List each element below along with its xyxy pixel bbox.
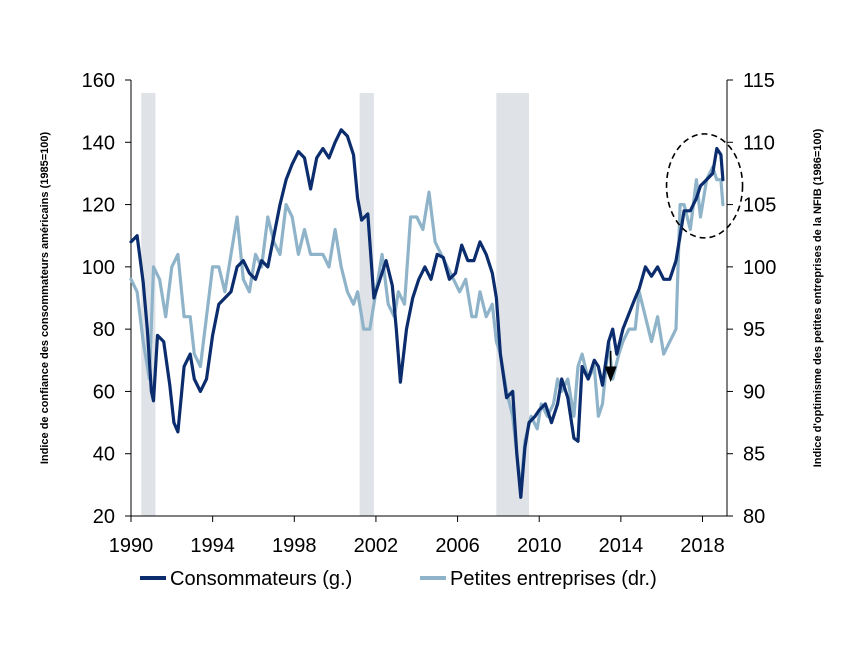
right-tick-label: 110 — [743, 132, 775, 154]
right-tick-label: 105 — [743, 195, 776, 217]
annotations — [604, 133, 744, 383]
recession-band — [141, 93, 156, 516]
down-arrow-icon — [604, 350, 617, 383]
right-axis-ticks: 80 85 90 95 100 105 110 115 — [727, 70, 776, 528]
x-tick-label: 2006 — [435, 535, 480, 557]
right-tick-label: 100 — [743, 257, 776, 279]
right-tick-label: 80 — [743, 506, 765, 528]
left-axis-ticks: 20 40 60 80 100 120 140 160 — [82, 70, 131, 528]
left-tick-label: 160 — [82, 70, 115, 92]
series-lines — [129, 128, 725, 499]
recession-band — [359, 93, 374, 516]
legend-label-small-business: Petites entreprises (dr.) — [450, 568, 657, 590]
highlight-ellipse — [665, 133, 744, 239]
axes — [130, 80, 728, 517]
left-axis-title: Indice de confiance des consommateurs am… — [39, 132, 51, 465]
left-tick-label: 140 — [82, 132, 115, 154]
series-line-consumers — [129, 128, 725, 499]
series-line-small-business — [129, 165, 725, 493]
left-tick-label: 120 — [82, 195, 115, 217]
x-tick-label: 2010 — [517, 535, 562, 557]
left-tick-label: 80 — [93, 319, 115, 341]
left-tick-label: 100 — [82, 257, 115, 279]
x-tick-label: 2018 — [680, 535, 725, 557]
left-tick-label: 20 — [93, 506, 115, 528]
x-axis-ticks: 1990 1994 1998 2002 2006 2010 2014 2018 — [109, 516, 725, 557]
x-tick-label: 2014 — [599, 535, 644, 557]
right-tick-label: 115 — [743, 70, 775, 92]
x-tick-label: 1994 — [190, 535, 235, 557]
left-tick-label: 60 — [93, 381, 115, 403]
legend: Consommateurs (g.) Petites entreprises (… — [140, 568, 657, 590]
x-tick-label: 2002 — [354, 535, 399, 557]
legend-label-consumers: Consommateurs (g.) — [170, 568, 352, 590]
right-tick-label: 85 — [743, 444, 765, 466]
right-tick-label: 95 — [743, 319, 765, 341]
right-axis-title: Indice d'optimisme des petites entrepris… — [812, 128, 824, 467]
right-tick-label: 90 — [743, 381, 765, 403]
x-tick-label: 1998 — [272, 535, 317, 557]
x-tick-label: 1990 — [109, 535, 154, 557]
left-tick-label: 40 — [93, 444, 115, 466]
